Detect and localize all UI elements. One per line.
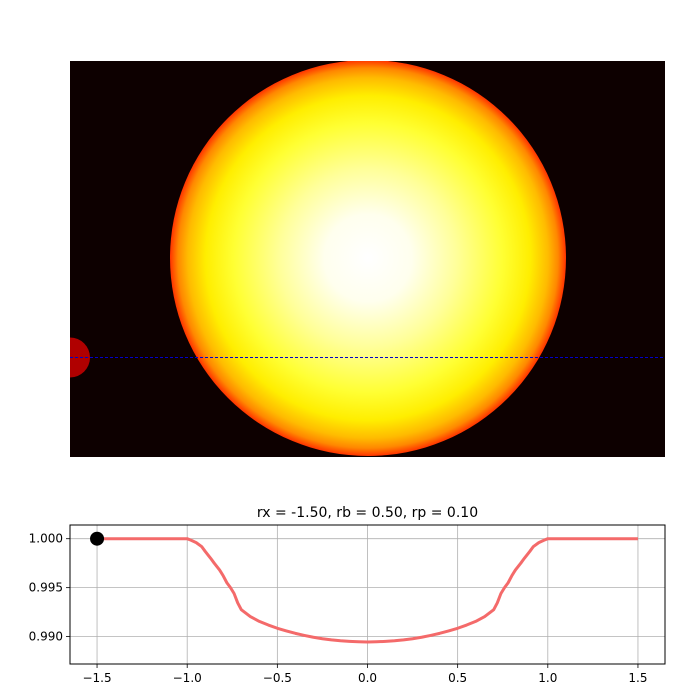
x-tick-label: −1.0 (173, 671, 202, 685)
x-axis: −1.5 −1.0 −0.5 0.0 0.5 1.0 1.5 (82, 664, 648, 685)
grid-lines (70, 525, 665, 664)
chart-title: rx = -1.50, rb = 0.50, rp = 0.10 (257, 505, 478, 521)
planet-disk (70, 337, 90, 378)
x-tick-label: −1.5 (82, 671, 111, 685)
y-tick-label: 0.990 (29, 630, 63, 644)
light-curve-line (97, 537, 638, 644)
x-tick-label: 1.5 (628, 671, 647, 685)
y-tick-label: 0.995 (29, 581, 63, 595)
y-tick-label: 1.000 (29, 532, 63, 546)
light-curve-chart: rx = -1.50, rb = 0.50, rp = 0.10 −1.5 −1.… (29, 505, 666, 685)
x-tick-label: −0.5 (263, 671, 292, 685)
y-axis: 0.990 0.995 1.000 (29, 532, 70, 644)
star-disk (170, 61, 566, 456)
current-position-marker (90, 531, 105, 546)
transit-image-panel (70, 61, 665, 457)
x-tick-label: 0.5 (448, 671, 467, 685)
x-tick-label: 0.0 (358, 671, 377, 685)
x-tick-label: 1.0 (538, 671, 557, 685)
